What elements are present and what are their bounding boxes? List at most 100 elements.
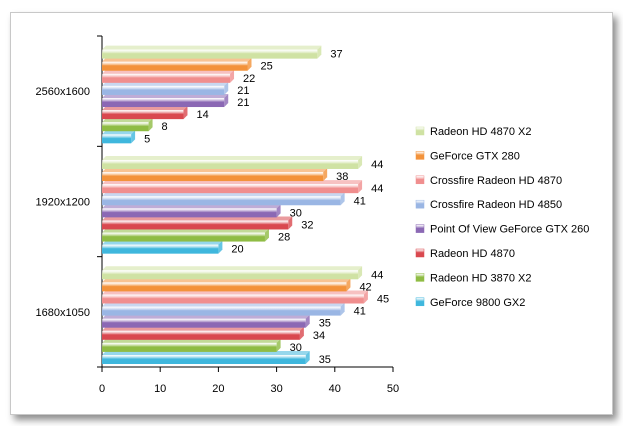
bar-top-face (102, 57, 252, 62)
bar-top-face (102, 338, 281, 343)
value-label: 34 (313, 330, 325, 342)
bar (102, 98, 225, 108)
category-label: 2560x1600 (36, 86, 90, 98)
bar-end-face (224, 94, 229, 108)
bar (102, 306, 341, 316)
bar (102, 244, 219, 254)
value-label: 21 (237, 85, 249, 97)
x-tick-label: 20 (212, 383, 224, 395)
bar (102, 184, 359, 194)
bar-end-face (358, 155, 363, 169)
axes: 0 10 20 30 40 50 1680x1050 1920x1200 2560x1600 (36, 35, 399, 395)
chart-frame: 0 10 20 30 40 50 1680x1050 1920x1200 2560x1600 3… (10, 12, 613, 415)
legend-swatch (415, 199, 425, 209)
x-tick-label: 30 (270, 383, 282, 395)
bar-end-face (264, 228, 269, 242)
legend-swatch (415, 224, 425, 233)
bar-end-face (305, 351, 310, 364)
legend-swatch (415, 151, 425, 160)
bar (102, 232, 265, 242)
value-label: 32 (301, 219, 313, 231)
bar (102, 110, 184, 120)
x-tick-label: 50 (387, 383, 399, 395)
value-label: 21 (237, 97, 249, 109)
bar (102, 172, 324, 182)
legend-swatch (415, 297, 425, 307)
bar-top-face (102, 155, 363, 160)
bar-end-face (340, 192, 345, 206)
bar (102, 85, 225, 95)
bar-end-face (363, 290, 368, 304)
value-label: 42 (359, 281, 371, 293)
value-label: 38 (336, 171, 348, 183)
bar (102, 134, 132, 144)
bar (102, 318, 306, 328)
value-label: 5 (144, 133, 150, 145)
bar-end-face (305, 314, 310, 328)
bar-top-face (102, 204, 281, 209)
value-label: 28 (278, 232, 290, 244)
value-label: 35 (319, 354, 331, 366)
bar-top-face (102, 266, 363, 271)
bar-end-face (358, 180, 363, 194)
bar-top-face (102, 94, 229, 99)
value-label: 45 (377, 294, 389, 306)
legend-label: GeForce 9800 GX2 (430, 297, 525, 309)
category-label: 1920x1200 (36, 197, 90, 209)
bar-end-face (230, 69, 235, 83)
bar-end-face (276, 204, 281, 218)
value-label: 30 (290, 342, 302, 354)
legend: Radeon HD 4870 X2 GeForce GTX 280 Crossfir… (415, 126, 589, 309)
bar (102, 122, 149, 132)
bar (102, 73, 231, 83)
bar-top-face (102, 45, 322, 50)
x-tick-label: 40 (329, 383, 341, 395)
bar-top-face (102, 216, 293, 221)
bar-end-face (247, 57, 252, 71)
bar-top-face (102, 240, 223, 245)
legend-label: Crossfire Radeon HD 4850 (430, 199, 562, 211)
bar-end-face (317, 45, 322, 59)
bar (102, 49, 318, 59)
bar-end-face (131, 130, 136, 144)
value-label: 44 (371, 269, 383, 281)
bar (102, 61, 248, 71)
value-label: 14 (196, 109, 208, 121)
bar-top-face (102, 130, 136, 135)
bar (102, 342, 277, 352)
legend-swatch (415, 248, 425, 258)
bar-top-face (102, 351, 310, 355)
value-label: 22 (243, 73, 255, 85)
legend-label: Crossfire Radeon HD 4870 (430, 175, 562, 187)
bar-end-face (224, 81, 229, 95)
bar (102, 282, 347, 292)
bar-end-face (218, 240, 223, 254)
legend-swatch (415, 273, 425, 282)
x-tick-label: 10 (154, 383, 166, 395)
bar-end-face (340, 302, 345, 316)
bar-top-face (102, 106, 188, 111)
bar-top-face (102, 192, 345, 197)
bar-top-face (102, 118, 153, 123)
value-label: 44 (371, 183, 383, 195)
bar-top-face (102, 69, 235, 74)
bar-top-face (102, 278, 351, 283)
bar (102, 294, 364, 304)
bar-end-face (276, 338, 281, 352)
bar-chart: 0 10 20 30 40 50 1680x1050 1920x1200 2560x1600 3… (36, 35, 589, 395)
legend-label: Radeon HD 4870 X2 (430, 126, 532, 138)
bar (102, 208, 277, 218)
bar-top-face (102, 314, 310, 319)
value-label: 25 (261, 61, 273, 73)
bar-end-face (323, 168, 328, 182)
bar-top-face (102, 180, 363, 185)
bar-top-face (102, 326, 304, 331)
bar (102, 159, 359, 169)
legend-swatch (415, 126, 425, 136)
bar-end-face (299, 326, 304, 340)
value-label: 41 (354, 195, 366, 207)
value-label: 41 (354, 306, 366, 318)
bar-top-face (102, 302, 345, 307)
value-label: 44 (371, 159, 383, 171)
bar-end-face (358, 266, 363, 280)
